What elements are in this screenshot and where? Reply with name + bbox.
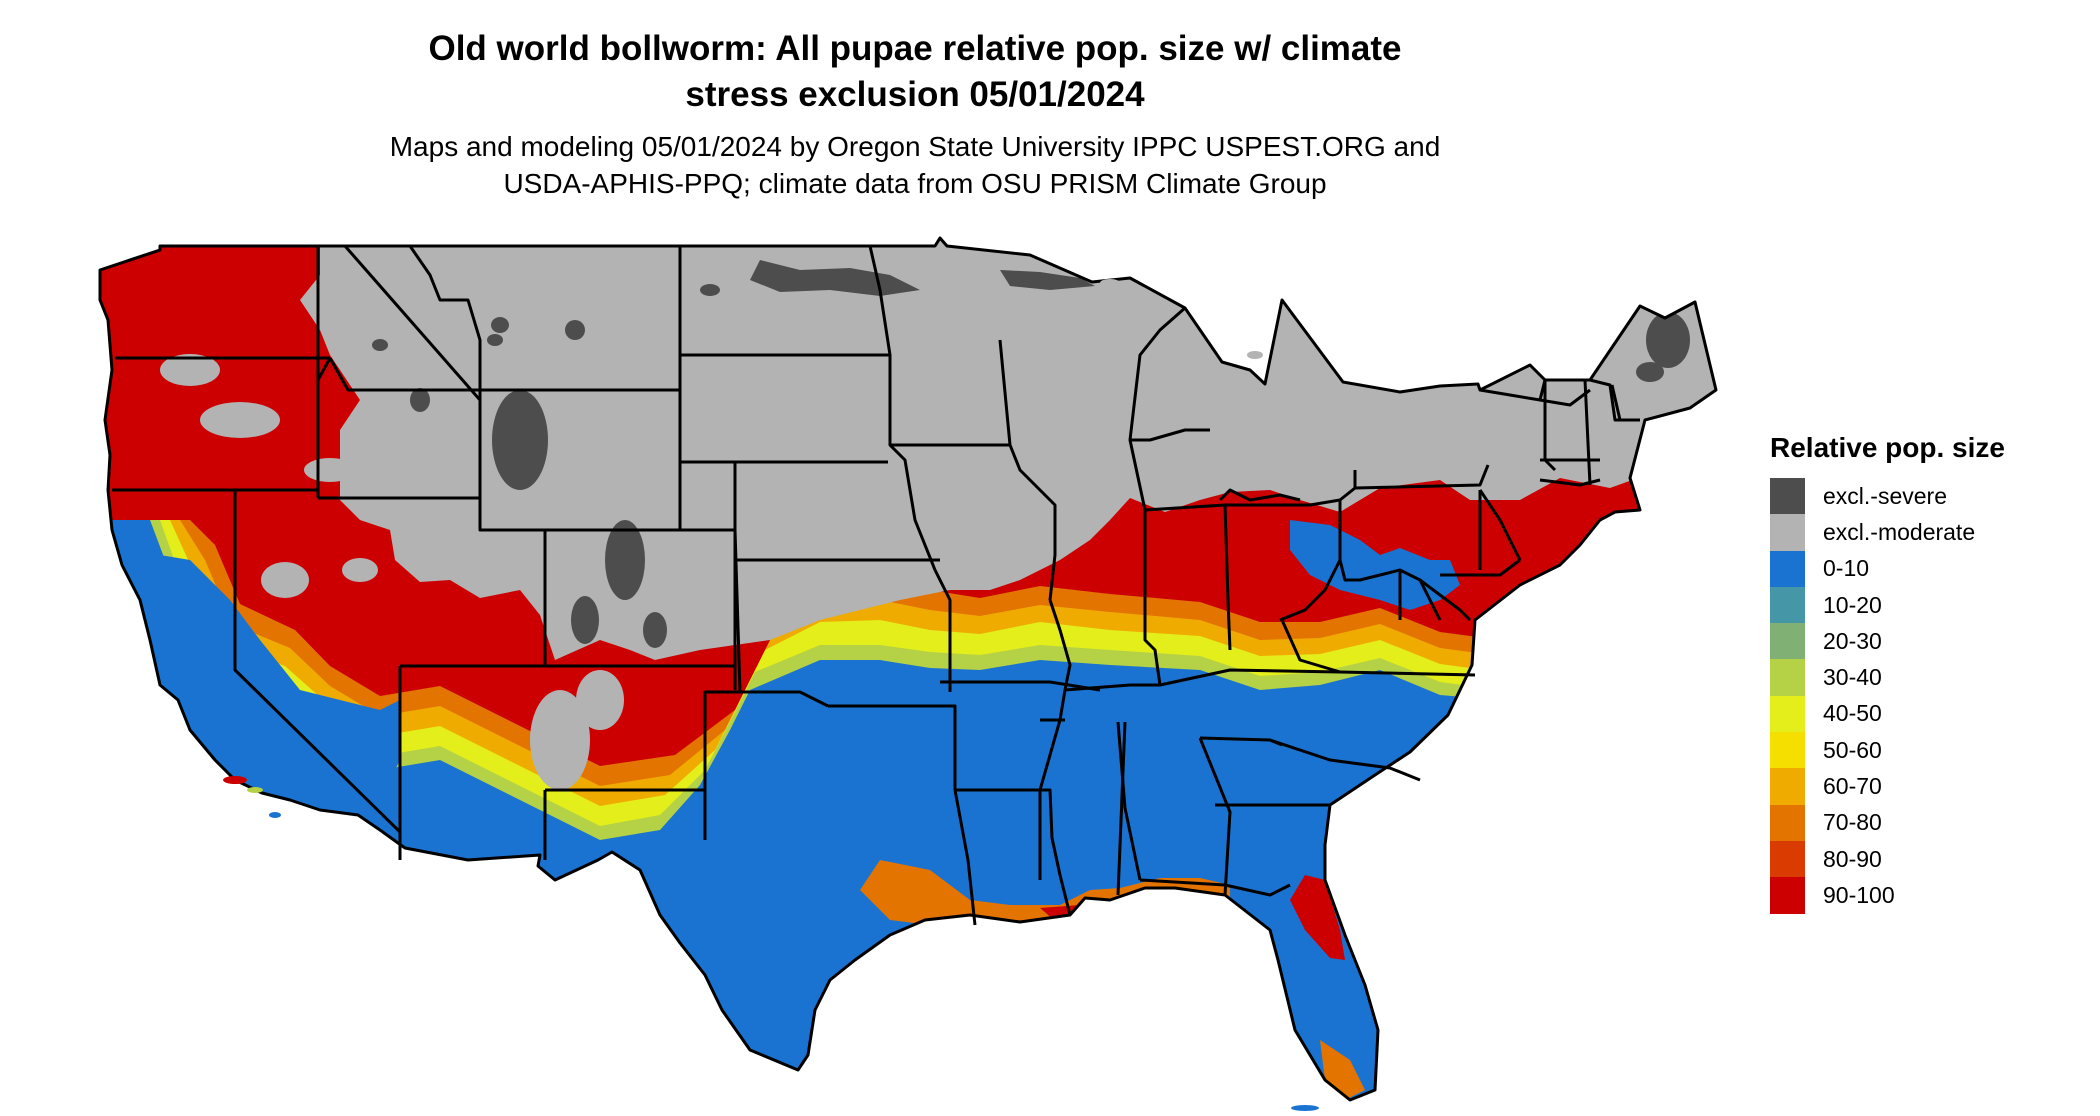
legend-item-70-80: 70-80 xyxy=(1770,804,2005,841)
state-boundaries xyxy=(98,236,1718,1102)
legend-label: 10-20 xyxy=(1823,591,1882,618)
legend-swatch xyxy=(1770,804,1805,841)
legend-swatch xyxy=(1770,550,1805,587)
legend-item-10-20: 10-20 xyxy=(1770,586,2005,624)
legend-item-excl-moderate: excl.-moderate xyxy=(1770,514,2005,551)
legend-label: 50-60 xyxy=(1823,736,1882,763)
legend-swatch xyxy=(1770,586,1805,624)
title-line-1: Old world bollworm: All pupae relative p… xyxy=(428,29,1402,68)
legend-swatch xyxy=(1770,659,1805,696)
legend-item-40-50: 40-50 xyxy=(1770,695,2005,733)
legend-label: excl.-severe xyxy=(1823,482,1947,509)
legend-label: 60-70 xyxy=(1823,773,1882,800)
legend-item-0-10: 0-10 xyxy=(1770,550,2005,587)
map-title: Old world bollworm: All pupae relative p… xyxy=(0,26,1830,118)
legend-item-80-90: 80-90 xyxy=(1770,840,2005,878)
legend-title: Relative pop. size xyxy=(1770,432,2005,463)
risk-raster xyxy=(100,238,1716,1100)
islands xyxy=(223,279,1319,1111)
legend-label: 80-90 xyxy=(1823,845,1882,872)
legend-swatch xyxy=(1770,840,1805,878)
legend-item-20-30: 20-30 xyxy=(1770,623,2005,660)
legend-label: 0-10 xyxy=(1823,555,1870,582)
legend-label: excl.-moderate xyxy=(1823,518,1976,545)
legend-swatch xyxy=(1770,732,1805,769)
legend-swatch xyxy=(1770,695,1805,733)
legend-label: 30-40 xyxy=(1823,664,1882,691)
legend-item-90-100: 90-100 xyxy=(1770,877,2005,914)
subtitle-line-1: Maps and modeling 05/01/2024 by Oregon S… xyxy=(389,131,1441,162)
legend-label: 20-30 xyxy=(1823,627,1882,654)
legend: Relative pop. size excl.-severe excl.-mo… xyxy=(1770,432,2005,914)
legend-swatch xyxy=(1770,877,1805,914)
legend-item-50-60: 50-60 xyxy=(1770,732,2005,769)
legend-item-30-40: 30-40 xyxy=(1770,659,2005,696)
legend-item-excl-severe: excl.-severe xyxy=(1770,478,2005,515)
subtitle-line-2: USDA-APHIS-PPQ; climate data from OSU PR… xyxy=(503,168,1327,199)
legend-item-60-70: 60-70 xyxy=(1770,768,2005,805)
title-line-2: stress exclusion 05/01/2024 xyxy=(685,75,1145,114)
legend-swatch xyxy=(1770,768,1805,805)
legend-label: 90-100 xyxy=(1823,881,1895,908)
legend-label: 70-80 xyxy=(1823,809,1882,836)
map-subtitle: Maps and modeling 05/01/2024 by Oregon S… xyxy=(0,128,1830,202)
legend-swatch xyxy=(1770,623,1805,660)
legend-swatch xyxy=(1770,514,1805,551)
legend-label: 40-50 xyxy=(1823,700,1882,727)
legend-swatch xyxy=(1770,478,1805,515)
